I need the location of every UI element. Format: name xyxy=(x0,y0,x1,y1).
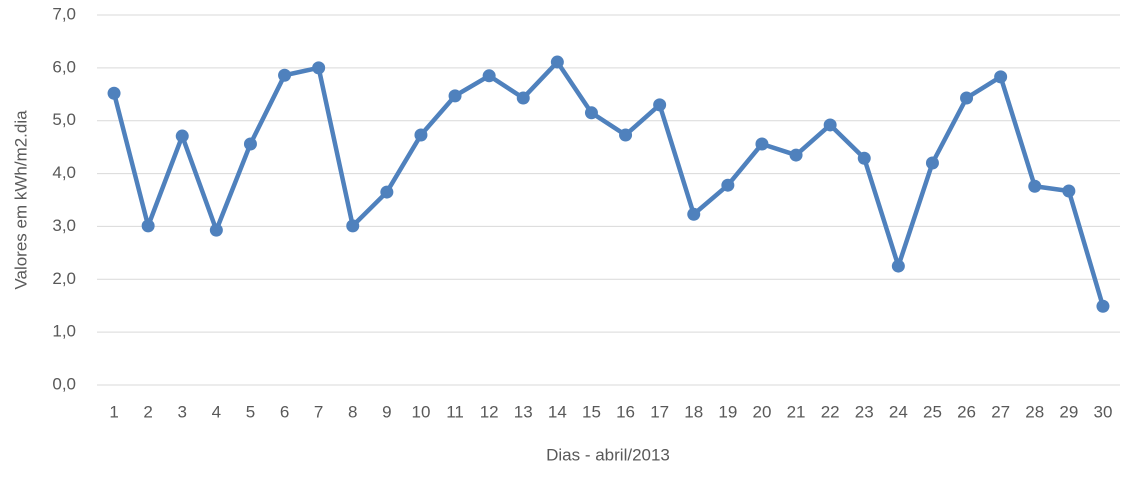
marker xyxy=(857,151,871,165)
x-tick-label: 15 xyxy=(582,402,601,421)
x-tick-label: 3 xyxy=(178,402,187,421)
x-tick-label: 18 xyxy=(684,402,703,421)
x-tick-label: 23 xyxy=(855,402,874,421)
marker xyxy=(278,68,292,82)
x-tick-label: 13 xyxy=(514,402,533,421)
marker xyxy=(1096,299,1110,313)
x-tick-label: 27 xyxy=(991,402,1010,421)
marker xyxy=(687,207,701,221)
x-tick-label: 4 xyxy=(212,402,221,421)
x-tick-label: 16 xyxy=(616,402,635,421)
marker xyxy=(550,55,564,69)
marker xyxy=(755,137,769,151)
x-tick-label: 6 xyxy=(280,402,289,421)
marker xyxy=(141,219,155,233)
x-tick-label: 1 xyxy=(109,402,118,421)
x-tick-label: 11 xyxy=(446,402,464,421)
marker xyxy=(891,259,905,273)
x-tick-label: 29 xyxy=(1059,402,1078,421)
x-tick-label: 28 xyxy=(1025,402,1044,421)
y-tick-label: 6,0 xyxy=(52,57,76,76)
line xyxy=(111,59,1106,307)
marker xyxy=(107,86,121,100)
y-tick-label: 2,0 xyxy=(52,269,76,288)
y-tick-label: 5,0 xyxy=(52,110,76,129)
marker xyxy=(516,91,530,105)
marker xyxy=(789,148,803,162)
x-tick-label: 5 xyxy=(246,402,255,421)
marker xyxy=(925,156,939,170)
y-axis-label: Valores em kWh/m2.dia xyxy=(11,110,30,290)
marker xyxy=(346,219,360,233)
marker xyxy=(994,70,1008,84)
marker xyxy=(209,223,223,237)
y-tick-label: 0,0 xyxy=(52,374,76,393)
marker xyxy=(619,128,633,142)
x-axis-label: Dias - abril/2013 xyxy=(546,445,670,464)
x-tick-label: 25 xyxy=(923,402,942,421)
x-tick-label: 26 xyxy=(957,402,976,421)
x-tick-label: 20 xyxy=(752,402,771,421)
marker xyxy=(1028,179,1042,193)
marker xyxy=(243,137,257,151)
marker xyxy=(482,69,496,83)
marker xyxy=(414,128,428,142)
marker xyxy=(584,106,598,120)
x-tick-label: 10 xyxy=(411,402,430,421)
marker xyxy=(721,178,735,192)
marker xyxy=(312,61,326,75)
y-tick-label: 1,0 xyxy=(52,322,76,341)
marker xyxy=(1062,184,1076,198)
x-tick-label: 30 xyxy=(1093,402,1112,421)
x-tick-label: 8 xyxy=(348,402,357,421)
x-tick-label: 19 xyxy=(718,402,737,421)
x-tick-label: 14 xyxy=(548,402,567,421)
x-tick-label: 17 xyxy=(650,402,669,421)
marker xyxy=(653,98,667,112)
x-tick-label: 12 xyxy=(480,402,499,421)
marker xyxy=(175,129,189,143)
y-tick-label: 3,0 xyxy=(52,216,76,235)
marker xyxy=(823,118,837,132)
marker xyxy=(380,185,394,199)
x-tick-label: 2 xyxy=(143,402,152,421)
x-tick-label: 21 xyxy=(787,402,806,421)
marker xyxy=(960,91,974,105)
marker xyxy=(448,89,462,103)
y-tick-label: 4,0 xyxy=(52,163,76,182)
y-tick-label: 7,0 xyxy=(52,4,76,23)
x-tick-label: 7 xyxy=(314,402,323,421)
x-tick-label: 24 xyxy=(889,402,908,421)
x-tick-label: 9 xyxy=(382,402,391,421)
x-tick-label: 22 xyxy=(821,402,840,421)
